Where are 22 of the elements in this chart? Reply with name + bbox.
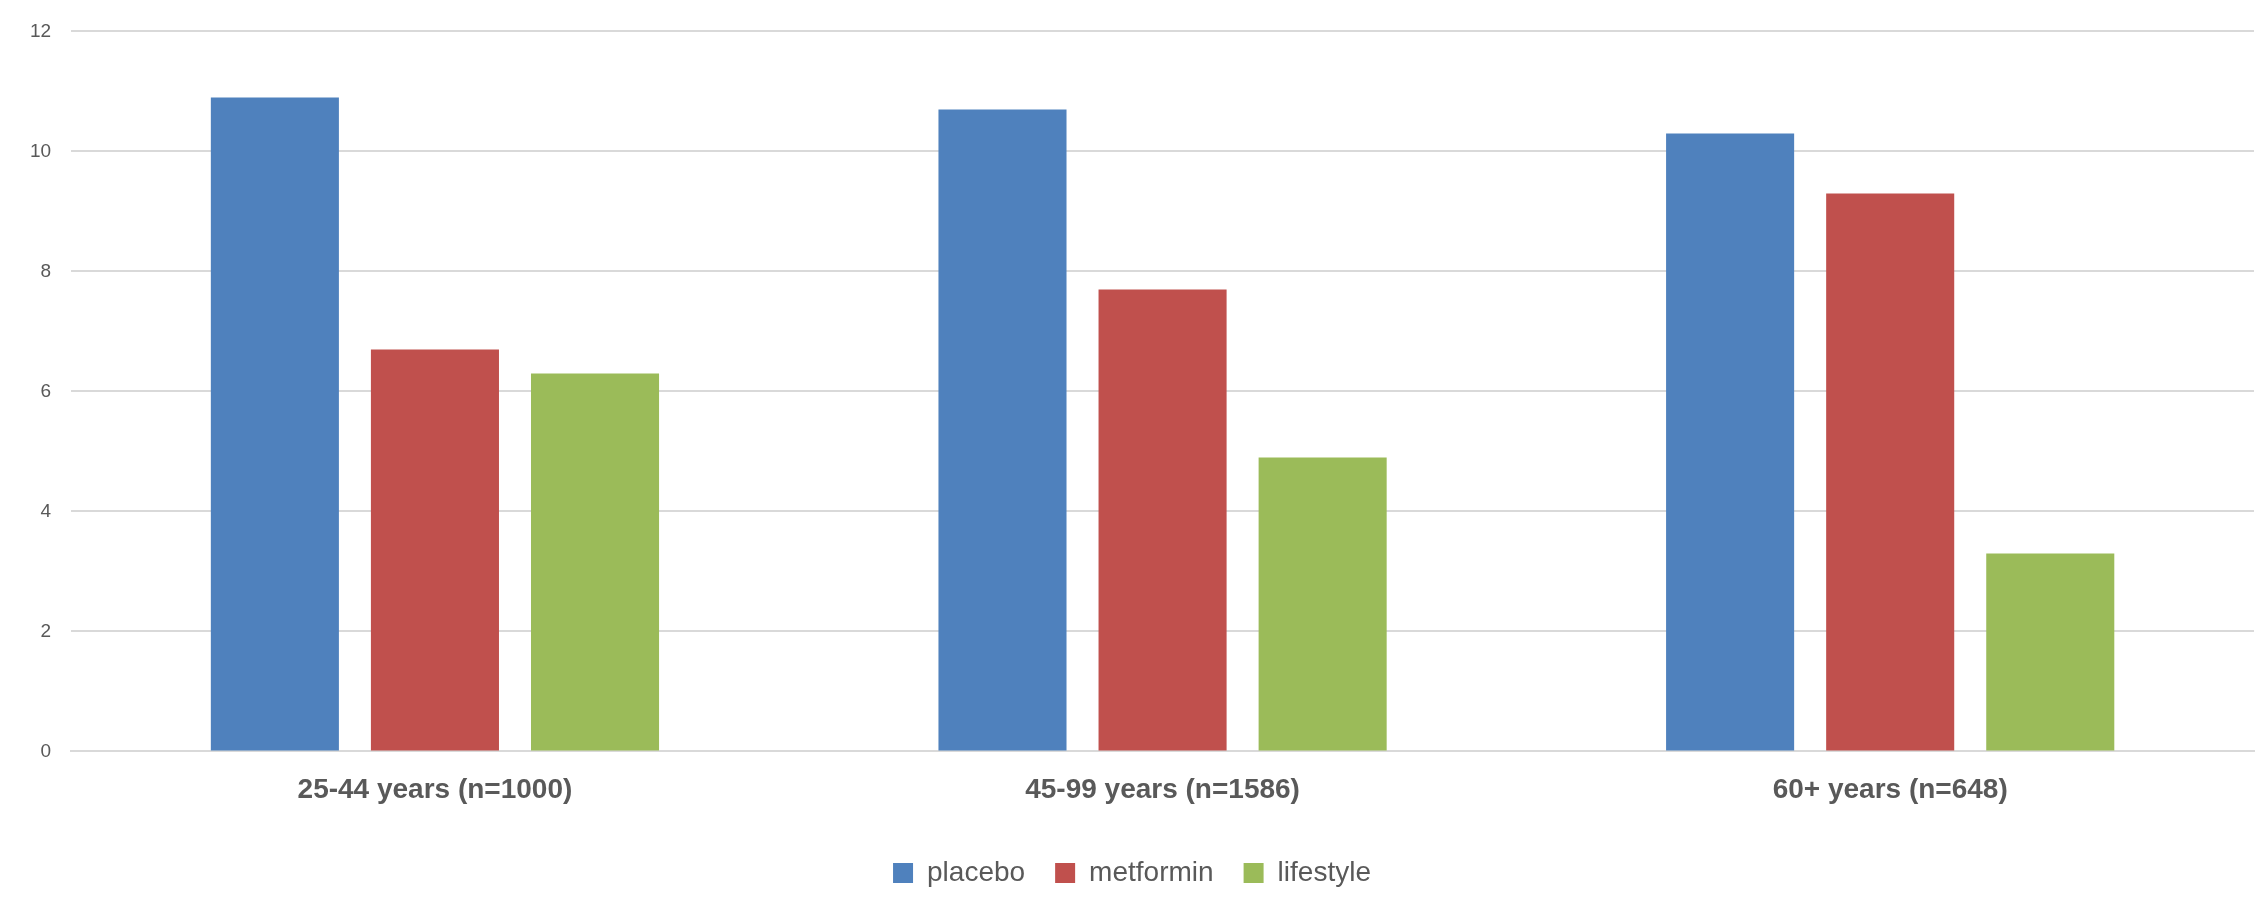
- bar: [1098, 289, 1227, 751]
- y-tick-label: 6: [40, 379, 52, 401]
- bar: [1986, 553, 2115, 751]
- y-tick-label: 0: [40, 739, 52, 761]
- bar: [1666, 133, 1795, 751]
- legend-label: metformin: [1089, 855, 1214, 887]
- x-tick-label: 45-99 years (n=1586): [1025, 772, 1300, 804]
- legend-label: placebo: [927, 855, 1026, 887]
- bar: [1826, 193, 1955, 751]
- y-tick-label: 10: [29, 139, 52, 161]
- bar: [938, 109, 1067, 751]
- y-tick-label: 8: [40, 259, 52, 281]
- bar: [370, 349, 499, 751]
- x-tick-label: 60+ years (n=648): [1772, 772, 2008, 804]
- bar: [210, 97, 339, 751]
- y-tick-label: 12: [29, 19, 52, 41]
- y-tick-label: 4: [40, 499, 52, 521]
- x-tick-label: 25-44 years (n=1000): [297, 772, 573, 804]
- bar: [530, 373, 660, 751]
- bar: [1258, 457, 1387, 751]
- y-tick-label: 2: [40, 619, 52, 641]
- legend-label: lifestyle: [1277, 855, 1371, 887]
